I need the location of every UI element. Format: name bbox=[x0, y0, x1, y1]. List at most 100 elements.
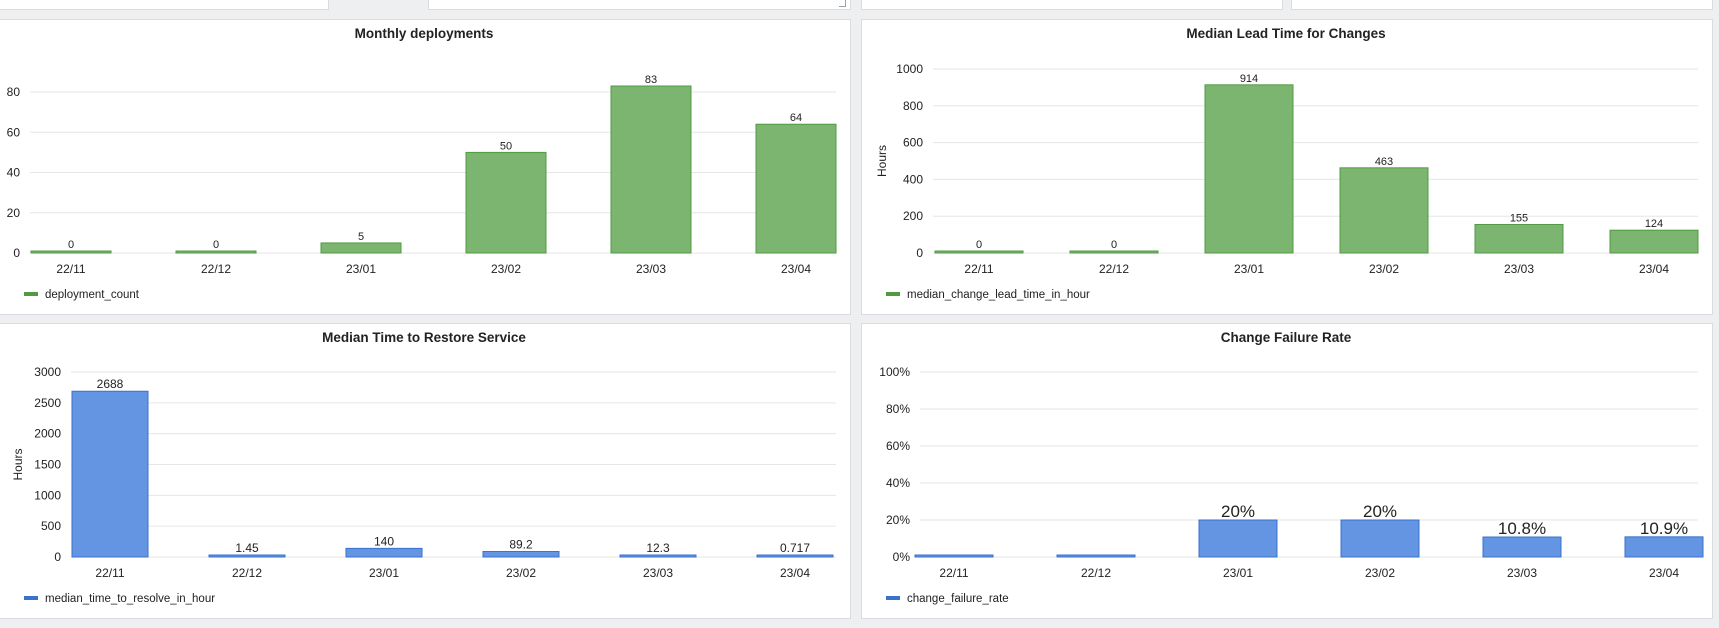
data-label: 83 bbox=[645, 74, 657, 86]
y-tick-label: 1500 bbox=[34, 458, 61, 472]
x-tick-label: 23/02 bbox=[1369, 262, 1399, 276]
data-label: 0 bbox=[213, 239, 219, 251]
data-label: 463 bbox=[1375, 156, 1393, 168]
y-tick-label: 20% bbox=[886, 513, 910, 527]
monthly-deployments-chart: Monthly deployments 0 20 40 60 80 0 22/11 0 22/12… bbox=[7, 26, 837, 301]
x-tick-label: 22/12 bbox=[1099, 262, 1129, 276]
data-label: 20% bbox=[1221, 502, 1255, 521]
x-tick-label: 23/02 bbox=[491, 262, 521, 276]
y-tick-label: 1000 bbox=[34, 488, 61, 502]
legend-swatch bbox=[886, 292, 900, 296]
x-tick-label: 23/03 bbox=[636, 262, 666, 276]
y-tick-label: 800 bbox=[903, 99, 923, 113]
y-tick-label: 500 bbox=[41, 519, 61, 533]
bar bbox=[914, 554, 994, 558]
bar bbox=[175, 250, 257, 254]
bar bbox=[465, 151, 547, 254]
bar bbox=[1482, 536, 1562, 558]
panel-stub-3 bbox=[861, 0, 1283, 10]
panel-stub-2 bbox=[428, 0, 851, 10]
bar bbox=[482, 550, 560, 558]
y-tick-label: 20 bbox=[7, 206, 21, 220]
y-tick-label: 0 bbox=[916, 246, 923, 260]
y-tick-label: 100% bbox=[879, 365, 910, 379]
data-label: 140 bbox=[374, 534, 394, 548]
legend-label: deployment_count bbox=[45, 289, 140, 301]
bar bbox=[1204, 84, 1294, 254]
data-label: 155 bbox=[1510, 212, 1528, 224]
legend-swatch bbox=[886, 596, 900, 600]
chart-title: Monthly deployments bbox=[355, 26, 494, 41]
y-tick-label: 2000 bbox=[34, 427, 61, 441]
x-tick-label: 23/04 bbox=[781, 262, 811, 276]
legend-label: median_change_lead_time_in_hour bbox=[907, 289, 1090, 301]
data-label: 10.9% bbox=[1640, 519, 1688, 538]
panel-stub-4 bbox=[1291, 0, 1713, 10]
bar bbox=[610, 85, 692, 254]
median-lead-time-panel: Median Lead Time for Changes 0 200 400 600 80… bbox=[861, 19, 1713, 315]
bar bbox=[1056, 554, 1136, 558]
bar bbox=[1624, 536, 1704, 558]
change-failure-rate-chart: Change Failure Rate 0% 20% 40% 60% 80% 100% 22/… bbox=[879, 330, 1704, 605]
monthly-deployments-panel: Monthly deployments 0 20 40 60 80 0 22/11 0 22/12… bbox=[0, 19, 851, 315]
bar bbox=[1340, 519, 1420, 558]
data-label: 12.3 bbox=[646, 541, 670, 555]
x-tick-label: 23/03 bbox=[1504, 262, 1534, 276]
data-label: 89.2 bbox=[509, 537, 533, 551]
x-tick-label: 22/11 bbox=[939, 566, 968, 580]
bar bbox=[1198, 519, 1278, 558]
bar bbox=[320, 242, 402, 254]
panel-stub-1 bbox=[0, 0, 329, 10]
bar bbox=[1474, 223, 1564, 254]
median-lead-time-chart: Median Lead Time for Changes 0 200 400 600 80… bbox=[875, 26, 1699, 301]
data-label: 124 bbox=[1645, 218, 1663, 230]
bar bbox=[1339, 167, 1429, 254]
y-tick-label: 0% bbox=[893, 550, 911, 564]
data-label: 1.45 bbox=[235, 541, 259, 555]
x-tick-label: 22/12 bbox=[1081, 566, 1111, 580]
y-tick-label: 60 bbox=[7, 125, 21, 139]
bar bbox=[345, 547, 423, 558]
y-tick-label: 0 bbox=[13, 246, 20, 260]
data-label: 2688 bbox=[97, 377, 124, 391]
bar bbox=[30, 250, 112, 254]
data-label: 0 bbox=[976, 239, 982, 251]
legend-swatch bbox=[24, 292, 38, 296]
chart-title: Change Failure Rate bbox=[1221, 330, 1352, 345]
y-tick-label: 2500 bbox=[34, 396, 61, 410]
x-tick-label: 23/03 bbox=[643, 566, 673, 580]
bar bbox=[71, 390, 149, 558]
y-tick-label: 80% bbox=[886, 402, 910, 416]
y-tick-label: 40% bbox=[886, 476, 910, 490]
x-tick-label: 23/01 bbox=[346, 262, 376, 276]
bar bbox=[1609, 229, 1699, 254]
x-tick-label: 23/04 bbox=[780, 566, 810, 580]
x-tick-label: 23/01 bbox=[1234, 262, 1264, 276]
chart-title: Median Lead Time for Changes bbox=[1186, 26, 1385, 41]
y-tick-label: 1000 bbox=[896, 62, 923, 76]
median-time-to-restore-panel: Median Time to Restore Service 0 500 1000 15… bbox=[0, 323, 851, 619]
x-tick-label: 23/01 bbox=[369, 566, 399, 580]
bar bbox=[934, 250, 1024, 254]
legend-label: median_time_to_resolve_in_hour bbox=[45, 593, 215, 605]
y-axis-title: Hours bbox=[875, 145, 889, 177]
x-tick-label: 22/11 bbox=[964, 262, 993, 276]
data-label: 0 bbox=[68, 239, 74, 251]
chart-title: Median Time to Restore Service bbox=[322, 330, 526, 345]
data-label: 64 bbox=[790, 112, 802, 124]
bar bbox=[1069, 250, 1159, 254]
bar bbox=[755, 123, 837, 254]
resize-handle[interactable] bbox=[839, 0, 846, 7]
x-tick-label: 23/04 bbox=[1649, 566, 1679, 580]
data-label: 0 bbox=[1111, 239, 1117, 251]
median-time-to-restore-chart: Median Time to Restore Service 0 500 1000 15… bbox=[11, 330, 836, 605]
data-label: 50 bbox=[500, 140, 512, 152]
y-tick-label: 400 bbox=[903, 172, 923, 186]
legend-label: change_failure_rate bbox=[907, 593, 1009, 605]
x-tick-label: 22/12 bbox=[232, 566, 262, 580]
x-tick-label: 23/03 bbox=[1507, 566, 1537, 580]
data-label: 10.8% bbox=[1498, 519, 1546, 538]
change-failure-rate-panel: Change Failure Rate 0% 20% 40% 60% 80% 100% 22/… bbox=[861, 323, 1713, 619]
y-tick-label: 0 bbox=[54, 550, 61, 564]
y-tick-label: 3000 bbox=[34, 365, 61, 379]
